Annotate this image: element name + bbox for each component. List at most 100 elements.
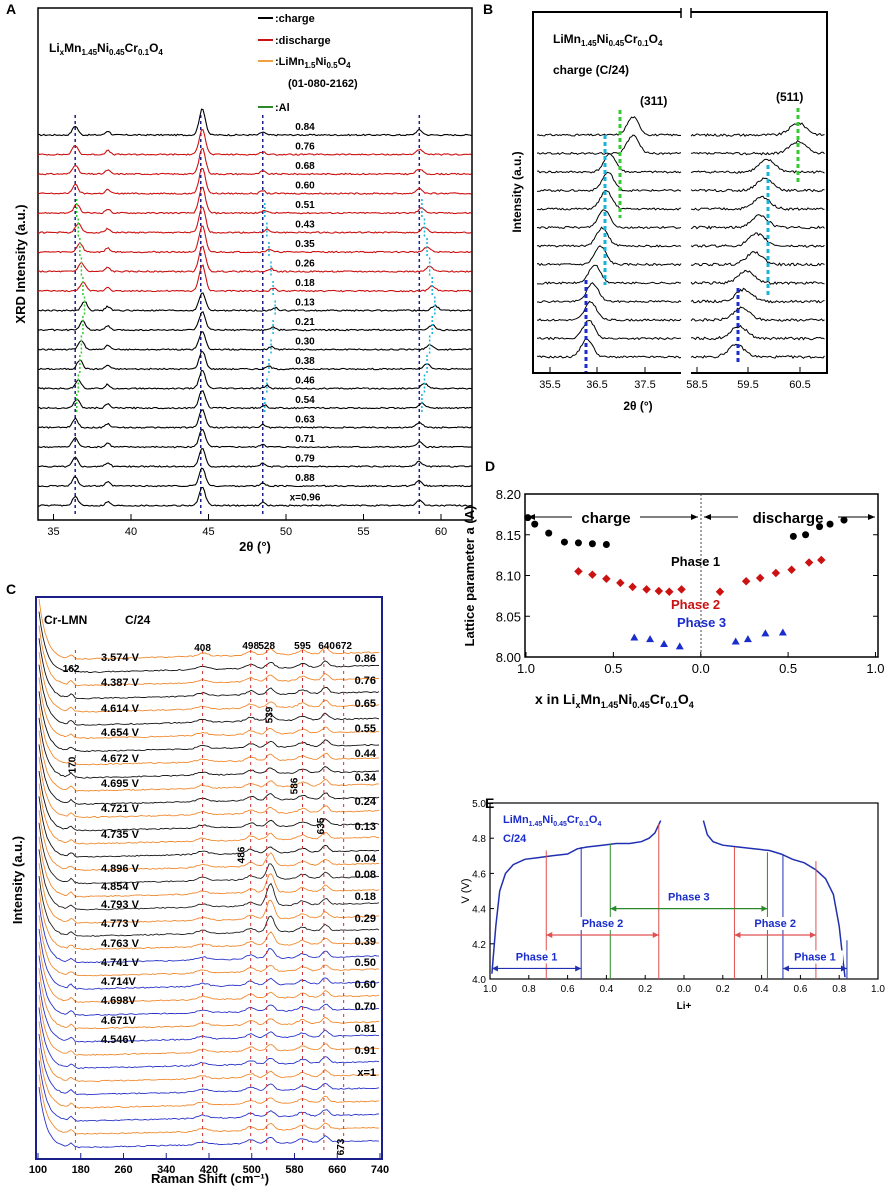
panel-c-peak-label-6: 672 [335,641,352,652]
panel-c-peak-label-0: 162 [63,664,80,675]
panel-d-phase3-point-5 [743,635,752,643]
panel-a-xrd: 0.84 0.76 0.68 0.60 0.51 0.43 0.35 0.26 0.18 0.13… [13,7,473,554]
panel-a-x-value-5: 0.43 [295,220,315,231]
panel-c-trace-13 [38,770,380,832]
panel-b-trace-left-0 [536,116,682,137]
panel-c-voltage-4: 4.672 V [101,753,140,765]
panel-c-peak-label-4: 595 [294,641,311,652]
panel-a-x-value-9: 0.13 [295,298,315,309]
panel-c-x-value-11: 0.29 [355,913,376,925]
panel-c-traces [38,598,380,1150]
panel-c-xtick-label-1: 180 [72,1164,90,1176]
panel-b-trace-left-10 [536,300,682,322]
panel-c-voltage-5: 4.695 V [101,778,140,790]
panel-e-rate: C/24 [503,833,527,845]
panel-c-voltage-0: 3.574 V [101,652,140,664]
panel-a-trace-4 [37,186,472,215]
panel-letter-c: C [6,581,16,597]
panel-c-voltage-9: 4.854 V [101,881,140,893]
panel-e-phase-label-bg-2 [660,890,717,904]
panel-b-xtick-label-right-1: 59.5 [737,379,758,391]
panel-a-x-value-17: 0.79 [295,454,315,465]
panel-a-trace-0 [37,108,472,137]
panel-c-trace-1 [38,611,380,673]
panel-c-trace-16 [38,810,380,871]
panel-b-trace-right-6 [690,232,825,248]
panel-a-x-value-13: 0.46 [295,376,315,387]
panel-c-xtick-label-5: 500 [243,1164,261,1176]
panel-c-voltage-14: 4.714V [101,976,137,988]
panel-d-phase1-point-3 [560,538,568,546]
panel-c-ticks: 100 180 260 340 420 500 580 660 740 [29,1153,389,1176]
panel-b-trace-right-8 [690,269,825,286]
panel-a-x-value-11: 0.30 [295,337,315,348]
panel-d-phase1-point-0 [524,514,532,522]
panel-c-trace-30 [38,994,380,1056]
panel-a-trace-18 [37,467,472,488]
panel-a-trace-7 [38,245,472,273]
panel-d-xtick-label-0: 1.0 [517,661,535,676]
panel-d-phase3-point-6 [761,629,770,637]
panel-c-trace-19 [38,849,380,911]
panel-e-xtick-label-1: 0.8 [522,984,536,995]
panel-e-phase-label-2: Phase 3 [668,892,710,904]
panel-e-arrowhead-r-2 [761,905,768,912]
panel-e-xtick-label-2: 0.6 [561,984,575,995]
panel-a-xtick-label-5: 60 [435,526,447,538]
panel-c-trace-5 [38,664,380,726]
arrow-charge-left-head [528,514,535,520]
panel-c-trace-35 [38,1060,380,1122]
panel-d-phase1-point-5 [588,540,596,548]
panel-c-ylabel: Intensity (a.u.) [10,836,25,924]
panel-a-xtick-label-4: 55 [357,526,369,538]
panel-c-trace-11 [38,744,380,805]
panel-c-title: Cr-LMN [44,613,87,627]
panel-c-rate: C/24 [125,613,151,627]
panel-b-trace-right-10 [690,306,825,322]
panel-b-xtick-label-left-1: 36.5 [586,379,607,391]
panel-a-ylabel: XRD Intensity (a.u.) [13,204,28,323]
panel-a-x-value-7: 0.26 [295,259,315,270]
panel-c-voltage-15: 4.698V [101,995,137,1007]
panel-c-voltage-3: 4.654 V [101,727,140,739]
panel-e-voltage: Phase 1 Phase 2 Phase 3 Phase 2 Phase 1 5.0 4… [460,799,885,1012]
panel-c-trace-33 [38,1033,380,1096]
panel-c-x-value-8: 0.04 [355,853,377,865]
panel-b-trace-right-0 [690,122,825,138]
panel-a-x-value-15: 0.63 [295,415,315,426]
panel-c-trace-29 [38,982,379,1043]
panel-c-voltage-17: 4.546V [101,1034,137,1046]
panel-a-traces [37,108,472,516]
panel-c-trace-10 [38,730,380,792]
panel-b-trace-left-5 [536,209,682,230]
panel-c-trace-31 [38,1007,380,1070]
panel-b-traces [536,108,825,372]
panel-d-phase2-point-12 [771,568,781,578]
panel-d-phase2-point-3 [616,578,625,588]
panel-b-trace-left-8 [537,264,682,285]
panel-c-trace-20 [38,863,380,924]
panel-a-x-value-19: x=0.96 [290,493,321,504]
panel-a-trace-13 [37,369,472,390]
panel-c-voltage-2: 4.614 V [101,703,140,715]
panel-e-xtick-label-10: 1.0 [871,984,885,995]
panel-c-x-value-13: 0.50 [355,957,376,969]
panel-b-trace-left-9 [537,282,682,304]
panel-c-raman: 162 408 498 528 595 640 672 539 586 635 486 170 673 3… [10,596,389,1186]
panel-d-xtick-label-4: 1.0 [866,661,884,676]
panel-d-phase3-label: Phase 3 [677,615,726,630]
panel-e-phase-label-4: Phase 1 [794,951,836,963]
panel-d-phase2-point-10 [741,576,751,586]
panel-c-xtick-label-4: 420 [200,1164,218,1176]
panel-a-xtick-label-2: 45 [202,526,214,538]
panel-a-trace-9 [37,292,472,312]
panel-c-x-value-3: 0.55 [355,723,376,735]
panel-d-phase3-point-0 [630,633,639,641]
panel-b-trace-left-3 [536,171,682,193]
panel-d-phase2-point-8 [677,585,686,594]
panel-e-xtick-label-9: 0.8 [832,984,846,995]
legend-ref-code: (01-080-2162) [288,78,358,90]
panel-e-phase-label-0: Phase 1 [516,951,558,963]
panel-c-trace-26 [38,941,380,1003]
panel-b-trace-right-5 [690,214,825,230]
